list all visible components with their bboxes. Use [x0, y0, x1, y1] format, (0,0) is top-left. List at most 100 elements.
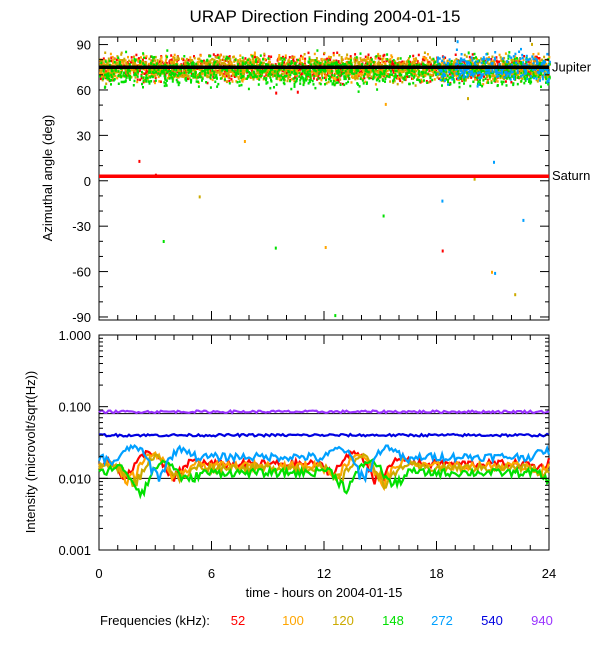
azimuth-point-148 [368, 77, 371, 80]
azimuth-point-148 [508, 51, 511, 54]
azimuth-point-100 [280, 62, 283, 65]
azimuth-point-272 [543, 62, 546, 65]
azimuth-point-148 [133, 79, 136, 83]
azimuth-point-100 [250, 53, 253, 57]
azimuth-point-52 [169, 59, 172, 62]
azimuth-point-52 [168, 61, 171, 65]
azimuth-point-100 [440, 72, 443, 75]
azimuth-point-272 [547, 71, 550, 74]
azimuth-point-148 [437, 62, 440, 66]
azimuth-point-148 [249, 61, 252, 64]
azimuth-point-52 [506, 70, 509, 73]
azimuth-point-148 [305, 73, 308, 76]
azimuth-point-272 [512, 55, 515, 58]
azimuth-point-100 [440, 63, 443, 67]
azimuth-point-120 [288, 75, 291, 78]
azimuth-point-100 [432, 59, 435, 63]
azimuth-point-120 [392, 81, 395, 84]
azimuth-point-148 [133, 73, 136, 77]
azimuth-point-148 [449, 68, 452, 71]
azimuth-point-272 [516, 64, 519, 67]
azimuth-point-148 [241, 62, 244, 66]
azimuth-point-148 [509, 63, 512, 66]
intensity-plot-frame [98, 334, 550, 551]
azimuth-point-148 [105, 76, 108, 80]
azimuth-point-148 [168, 73, 171, 76]
azimuth-point-148 [458, 76, 461, 79]
azimuth-point-148 [501, 82, 504, 86]
azimuth-outlier-272 [439, 68, 442, 72]
azimuth-point-120 [287, 68, 290, 72]
azimuth-point-148 [333, 62, 336, 65]
azimuth-point-148 [548, 75, 551, 79]
azimuth-point-148 [372, 70, 375, 73]
azimuth-point-148 [345, 82, 348, 85]
azimuth-point-120 [175, 58, 178, 61]
azimuth-point-100 [492, 77, 495, 81]
azimuth-point-52 [300, 54, 302, 58]
azimuth-point-148 [484, 77, 487, 80]
azimuth-point-52 [406, 75, 408, 79]
azimuth-point-120 [468, 73, 471, 76]
azimuth-point-120 [178, 75, 181, 78]
azimuth-y-tick-label: 90 [77, 38, 91, 53]
azimuth-point-100 [172, 56, 175, 59]
azimuth-point-272 [465, 68, 468, 72]
azimuth-point-272 [481, 58, 484, 61]
azimuth-point-120 [293, 68, 296, 71]
azimuth-point-148 [369, 63, 372, 66]
azimuth-point-148 [339, 83, 342, 86]
azimuth-point-272 [540, 63, 543, 66]
azimuth-point-120 [442, 63, 445, 67]
azimuth-point-120 [261, 63, 264, 66]
azimuth-point-148 [413, 76, 415, 79]
azimuth-point-148 [422, 62, 425, 66]
azimuth-point-272 [485, 61, 488, 64]
azimuth-point-148 [339, 74, 342, 77]
azimuth-point-100 [157, 75, 160, 79]
azimuth-point-120 [490, 60, 493, 64]
azimuth-point-100 [365, 58, 368, 62]
azimuth-point-148 [108, 63, 111, 67]
azimuth-point-148 [269, 86, 272, 90]
azimuth-point-148 [410, 73, 413, 76]
azimuth-point-100 [242, 76, 245, 79]
azimuth-point-100 [184, 59, 187, 63]
azimuth-point-120 [436, 76, 439, 79]
azimuth-point-100 [532, 53, 535, 56]
azimuth-point-148 [100, 61, 103, 65]
azimuth-point-148 [219, 77, 222, 80]
azimuth-point-120 [349, 57, 352, 60]
azimuth-point-120 [189, 59, 192, 63]
azimuth-point-272 [455, 72, 458, 75]
azimuth-point-148 [294, 80, 297, 84]
azimuth-point-120 [206, 74, 209, 78]
azimuth-point-148 [110, 75, 113, 79]
azimuth-point-148 [249, 71, 252, 75]
azimuth-point-148 [364, 69, 367, 73]
azimuth-point-52 [223, 70, 226, 73]
azimuth-point-148 [514, 75, 517, 79]
azimuth-point-120 [176, 55, 179, 59]
azimuth-point-148 [292, 77, 295, 80]
azimuth-point-120 [219, 70, 222, 73]
azimuth-point-100 [167, 76, 169, 80]
azimuth-point-148 [375, 73, 378, 77]
azimuth-point-272 [491, 70, 494, 73]
azimuth-point-120 [323, 71, 326, 75]
azimuth-point-148 [250, 73, 253, 77]
azimuth-point-120 [109, 72, 112, 76]
azimuth-point-148 [358, 85, 361, 88]
azimuth-point-52 [535, 55, 538, 59]
azimuth-point-148 [246, 69, 248, 72]
azimuth-point-148 [301, 68, 304, 71]
azimuth-point-120 [402, 70, 405, 73]
azimuth-point-148 [336, 81, 339, 84]
azimuth-point-52 [187, 58, 190, 62]
azimuth-point-120 [239, 59, 242, 63]
azimuth-point-148 [463, 79, 466, 82]
azimuth-point-100 [101, 72, 104, 76]
azimuth-point-148 [479, 67, 482, 71]
azimuth-point-272 [459, 57, 462, 60]
azimuth-point-100 [381, 60, 384, 63]
